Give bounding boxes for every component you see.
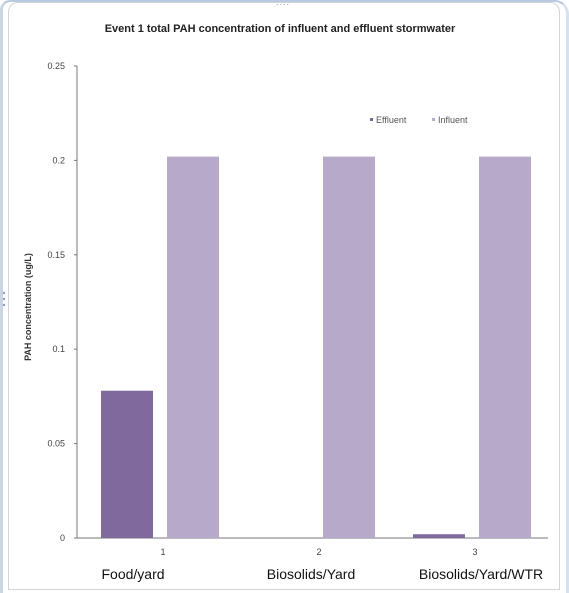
chart-title: Event 1 total PAH concentration of influ… <box>104 23 456 35</box>
y-tick-label: 0.2 <box>52 155 65 165</box>
y-tick-label: 0 <box>60 533 65 543</box>
bar-influent-2 <box>323 156 375 538</box>
x-tick-label: 2 <box>316 547 321 557</box>
y-tick-label: 0.25 <box>47 61 65 71</box>
category-name: Biosolids/Yard/WTR <box>418 566 544 582</box>
bar-effluent-1 <box>101 390 153 538</box>
x-tick-label: 1 <box>160 547 165 557</box>
legend-marker-influent <box>432 118 435 121</box>
bar-effluent-3 <box>413 534 465 538</box>
x-tick-label: 3 <box>472 547 477 557</box>
bar-influent-1 <box>167 156 219 538</box>
bar-influent-3 <box>479 156 531 538</box>
y-tick-label: 0.15 <box>47 250 65 260</box>
legend-label-effluent: Effluent <box>376 115 407 125</box>
chart-area <box>8 2 560 590</box>
y-tick-label: 0.1 <box>52 344 65 354</box>
resize-handle-top[interactable]: .... <box>275 0 290 7</box>
resize-handle-left[interactable] <box>2 290 6 308</box>
legend-label-influent: Influent <box>438 115 468 125</box>
y-tick-label: 0.05 <box>47 439 65 449</box>
category-name: Food/yard <box>101 566 165 582</box>
legend-marker-effluent <box>370 118 373 121</box>
category-name: Biosolids/Yard <box>266 566 356 582</box>
